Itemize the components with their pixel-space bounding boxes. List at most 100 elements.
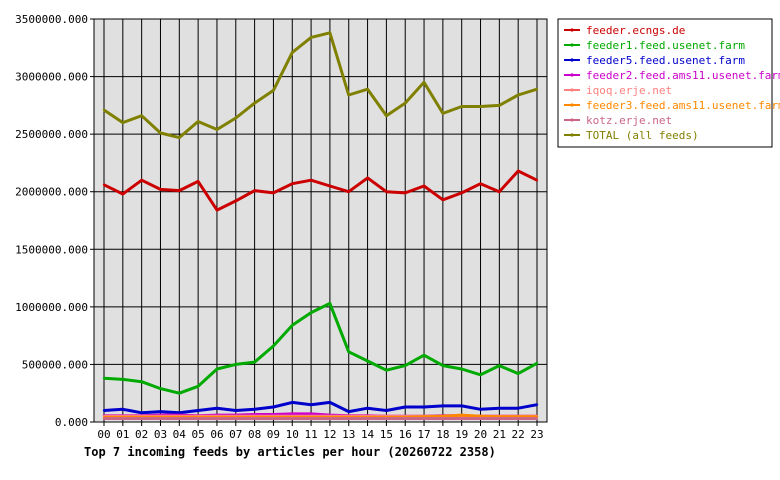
- data-point: [309, 36, 313, 39]
- data-point: [102, 417, 106, 420]
- data-point: [215, 406, 219, 410]
- data-point: [441, 364, 445, 367]
- x-tick-label: 15: [380, 428, 393, 441]
- legend-marker: [570, 118, 574, 122]
- series-line-1: [103, 301, 538, 395]
- data-point: [328, 184, 332, 188]
- data-point: [535, 179, 539, 182]
- data-point: [291, 401, 294, 404]
- data-point: [385, 409, 388, 412]
- data-point: [159, 188, 162, 191]
- legend-label: feeder1.feed.usenet.farm: [586, 39, 745, 52]
- data-point: [178, 189, 181, 192]
- x-tick-label: 17: [417, 428, 430, 441]
- data-point: [253, 101, 256, 105]
- data-point: [366, 417, 369, 420]
- y-tick-label: 0.000: [55, 416, 88, 429]
- x-tick-label: 07: [229, 428, 242, 441]
- data-point: [234, 363, 237, 366]
- data-point: [535, 403, 539, 406]
- data-point: [404, 191, 407, 195]
- data-point: [196, 417, 200, 420]
- data-point: [309, 412, 313, 416]
- data-point: [291, 51, 294, 54]
- data-point: [178, 392, 181, 395]
- data-point: [196, 409, 200, 412]
- data-point: [253, 189, 256, 192]
- data-point: [196, 120, 200, 123]
- y-tick-label: 3000000.000: [15, 71, 88, 84]
- data-point: [516, 406, 520, 410]
- x-axis-ticks: 00 01 02 03 04 05 06 07 08 09 10 11 12 13 14 15 16 17 18 19…: [97, 422, 544, 441]
- data-point: [272, 417, 275, 420]
- data-point: [441, 198, 445, 201]
- legend-label: feeder3.feed.ams11.usenet.farm: [586, 99, 780, 112]
- x-tick-label: 11: [304, 428, 317, 441]
- data-point: [328, 401, 332, 404]
- x-tick-label: 06: [210, 428, 223, 441]
- data-point: [347, 410, 350, 413]
- data-point: [498, 364, 501, 367]
- data-point: [385, 114, 388, 117]
- series-line-7: [103, 31, 538, 140]
- data-point: [328, 417, 332, 420]
- legend-label: TOTAL (all feeds): [586, 129, 699, 142]
- data-point: [366, 406, 369, 410]
- data-point: [140, 179, 143, 182]
- y-tick-label: 1500000.000: [15, 243, 88, 256]
- data-point: [234, 116, 237, 120]
- data-point: [159, 387, 162, 390]
- x-tick-label: 08: [248, 428, 261, 441]
- series-lines: [102, 31, 539, 420]
- x-tick-label: 23: [530, 428, 543, 441]
- x-tick-label: 13: [342, 428, 355, 441]
- y-tick-label: 1000000.000: [15, 301, 88, 314]
- data-point: [366, 359, 369, 363]
- data-point: [385, 190, 388, 193]
- data-point: [178, 411, 181, 414]
- data-point: [328, 302, 332, 305]
- data-point: [309, 179, 313, 182]
- chart-title: Top 7 incoming feeds by articles per hou…: [84, 445, 496, 459]
- x-tick-label: 22: [512, 428, 525, 441]
- data-point: [291, 182, 294, 185]
- data-point: [347, 190, 350, 193]
- x-tick-label: 01: [116, 428, 129, 441]
- data-point: [535, 88, 539, 91]
- data-point: [140, 114, 143, 117]
- legend-marker: [570, 28, 574, 32]
- data-point: [309, 417, 313, 420]
- data-point: [291, 324, 294, 327]
- data-point: [404, 101, 407, 105]
- data-point: [196, 180, 200, 183]
- data-point: [121, 408, 125, 411]
- data-point: [441, 415, 445, 418]
- x-tick-label: 04: [173, 428, 187, 441]
- data-point: [272, 405, 275, 409]
- data-point: [272, 89, 275, 92]
- data-point: [253, 417, 256, 420]
- y-tick-label: 500000.000: [22, 358, 88, 371]
- data-point: [366, 176, 369, 180]
- x-tick-label: 02: [135, 428, 148, 441]
- data-point: [404, 364, 407, 367]
- x-tick-label: 18: [436, 428, 449, 441]
- data-point: [498, 406, 501, 410]
- data-point: [422, 417, 426, 420]
- data-point: [215, 208, 219, 212]
- x-tick-label: 20: [474, 428, 487, 441]
- data-point: [253, 408, 256, 411]
- data-point: [159, 131, 162, 135]
- data-point: [121, 192, 125, 196]
- legend: feeder.ecngs.de feeder1.feed.usenet.farm f…: [564, 24, 780, 142]
- legend-box: [557, 18, 773, 148]
- data-point: [140, 417, 143, 420]
- data-point: [140, 380, 143, 383]
- data-point: [121, 378, 125, 381]
- data-point: [178, 136, 181, 139]
- data-point: [234, 199, 237, 203]
- data-point: [460, 404, 463, 408]
- data-point: [102, 183, 106, 187]
- data-point: [479, 415, 482, 418]
- data-point: [159, 410, 162, 413]
